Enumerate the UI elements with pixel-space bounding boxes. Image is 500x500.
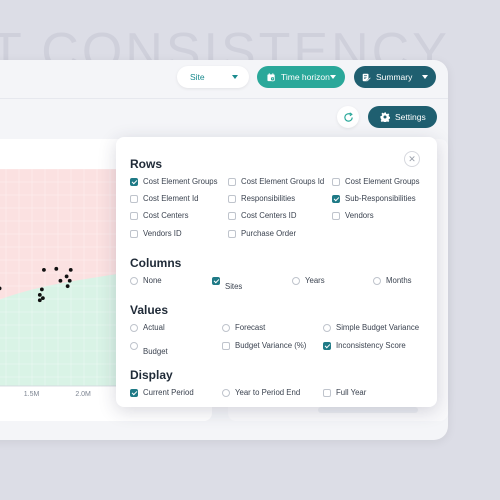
option-label: Cost Element Groups — [143, 177, 218, 186]
checkbox[interactable] — [228, 230, 236, 238]
checkbox[interactable] — [292, 277, 300, 285]
option-label: Cost Element Groups Id — [241, 177, 325, 186]
columns-section-title: Columns — [130, 256, 182, 270]
option-label: Cost Element Groups — [345, 177, 420, 186]
option-label: Vendors ID — [143, 229, 182, 238]
checkbox[interactable] — [323, 324, 331, 332]
placeholder-line — [318, 407, 418, 413]
data-point — [65, 284, 70, 289]
data-point — [64, 274, 69, 279]
checkbox-checked[interactable] — [323, 342, 331, 350]
data-point — [0, 286, 2, 291]
option-label: Years — [305, 276, 325, 285]
option-label: Cost Centers — [143, 211, 189, 220]
settings-button[interactable]: Settings — [368, 106, 437, 128]
chevron-down-icon — [232, 75, 238, 79]
option-label: Sites — [225, 282, 243, 291]
option-label: Sub-Responsibilities — [345, 194, 416, 203]
checkbox[interactable] — [222, 342, 230, 350]
option-label: Forecast — [235, 323, 266, 332]
close-icon: ✕ — [408, 153, 416, 164]
chevron-down-icon — [330, 75, 336, 79]
data-point — [39, 287, 44, 292]
checkbox[interactable] — [130, 212, 138, 220]
option-label: Cost Element Id — [143, 194, 199, 203]
option-label: Vendors — [345, 211, 374, 220]
checkbox[interactable] — [332, 212, 340, 220]
option-label: Current Period — [143, 388, 194, 397]
rows-section-title: Rows — [130, 157, 163, 171]
checkbox-checked[interactable] — [332, 195, 340, 203]
option-label: Budget Variance (%) — [235, 341, 307, 350]
data-point — [67, 278, 72, 283]
checkbox[interactable] — [130, 230, 138, 238]
settings-label: Settings — [395, 112, 426, 122]
checkbox[interactable] — [228, 195, 236, 203]
option-label: Simple Budget Variance — [336, 323, 420, 332]
data-point — [54, 266, 59, 271]
data-point — [68, 268, 73, 272]
checkbox-checked[interactable] — [130, 389, 138, 397]
chevron-down-icon — [422, 75, 428, 79]
time-horizon-label: Time horizon — [281, 72, 330, 82]
refresh-icon — [343, 111, 353, 122]
option-label: Cost Centers ID — [241, 211, 297, 220]
top-toolbar: Site Time horizon Summary — [0, 60, 448, 99]
refresh-button[interactable] — [337, 106, 359, 128]
checkbox[interactable] — [130, 324, 138, 332]
checkbox[interactable] — [130, 342, 138, 350]
option-label: Actual — [143, 323, 165, 332]
calendar-clock-icon — [267, 72, 276, 81]
x-tick-label: 1.5M — [24, 391, 40, 398]
checkbox[interactable] — [332, 178, 340, 186]
option-label: Purchase Order — [241, 229, 297, 238]
checkbox[interactable] — [323, 389, 331, 397]
checkbox[interactable] — [373, 277, 381, 285]
data-point — [58, 278, 63, 283]
checkbox-checked[interactable] — [130, 178, 138, 186]
data-point — [42, 268, 46, 272]
checkbox[interactable] — [222, 324, 230, 332]
time-horizon-button[interactable]: Time horizon — [257, 66, 345, 88]
checkbox[interactable] — [228, 178, 236, 186]
checkbox[interactable] — [130, 277, 138, 285]
option-label: Full Year — [336, 388, 367, 397]
option-label: Months — [386, 276, 412, 285]
checkbox[interactable] — [222, 389, 230, 397]
values-section-title: Values — [130, 303, 169, 317]
site-select[interactable]: Site — [177, 66, 249, 88]
option-label: Responsibilities — [241, 194, 296, 203]
summary-button[interactable]: Summary — [354, 66, 436, 88]
site-select-label: Site — [190, 72, 205, 82]
close-button[interactable]: ✕ — [404, 151, 420, 167]
checkbox[interactable] — [130, 195, 138, 203]
display-section-title: Display — [130, 368, 173, 382]
summary-label: Summary — [376, 72, 413, 82]
option-label: Year to Period End — [235, 388, 301, 397]
checkbox[interactable] — [228, 212, 236, 220]
data-point — [37, 292, 42, 297]
option-label: Budget — [143, 347, 168, 356]
settings-modal: ✕ Rows Cost Element Groups Cost Element G… — [116, 137, 437, 407]
gear-icon — [380, 112, 390, 122]
data-point — [40, 296, 45, 301]
data-point — [37, 298, 42, 303]
x-tick-label: 2.0M — [75, 391, 91, 398]
edit-document-icon — [362, 73, 371, 82]
option-label: Inconsistency Score — [336, 341, 406, 350]
option-label: None — [143, 276, 162, 285]
checkbox-checked[interactable] — [212, 277, 220, 285]
